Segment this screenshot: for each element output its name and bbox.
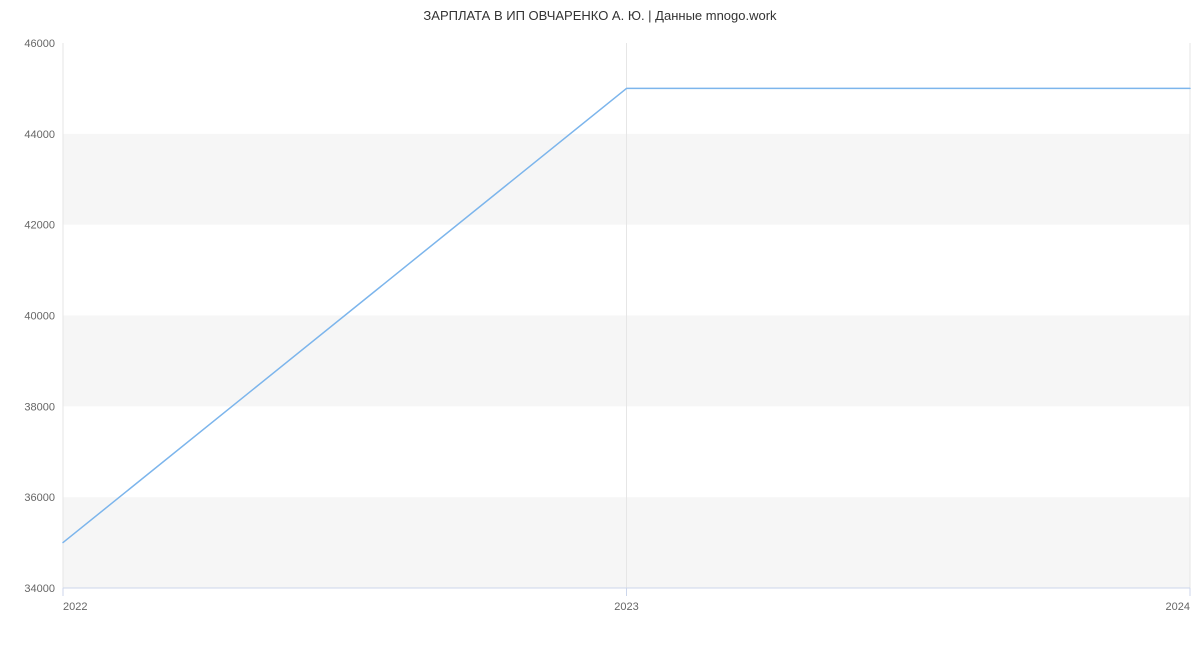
- y-tick-label: 40000: [24, 311, 55, 323]
- x-tick-label: 2022: [63, 601, 87, 613]
- chart-title: ЗАРПЛАТА В ИП ОВЧАРЕНКО А. Ю. | Данные m…: [0, 8, 1200, 23]
- chart-container: ЗАРПЛАТА В ИП ОВЧАРЕНКО А. Ю. | Данные m…: [0, 0, 1200, 650]
- x-tick-label: 2023: [614, 601, 638, 613]
- y-tick-label: 44000: [24, 129, 55, 141]
- y-tick-label: 42000: [24, 220, 55, 232]
- line-chart: 34000 36000 38000 40000 42000 44000 46000 2022 2…: [0, 0, 1200, 650]
- y-tick-label: 46000: [24, 38, 55, 50]
- x-tick-label: 2024: [1166, 601, 1190, 613]
- y-tick-label: 38000: [24, 401, 55, 413]
- y-tick-label: 36000: [24, 492, 55, 504]
- y-tick-label: 34000: [24, 583, 55, 595]
